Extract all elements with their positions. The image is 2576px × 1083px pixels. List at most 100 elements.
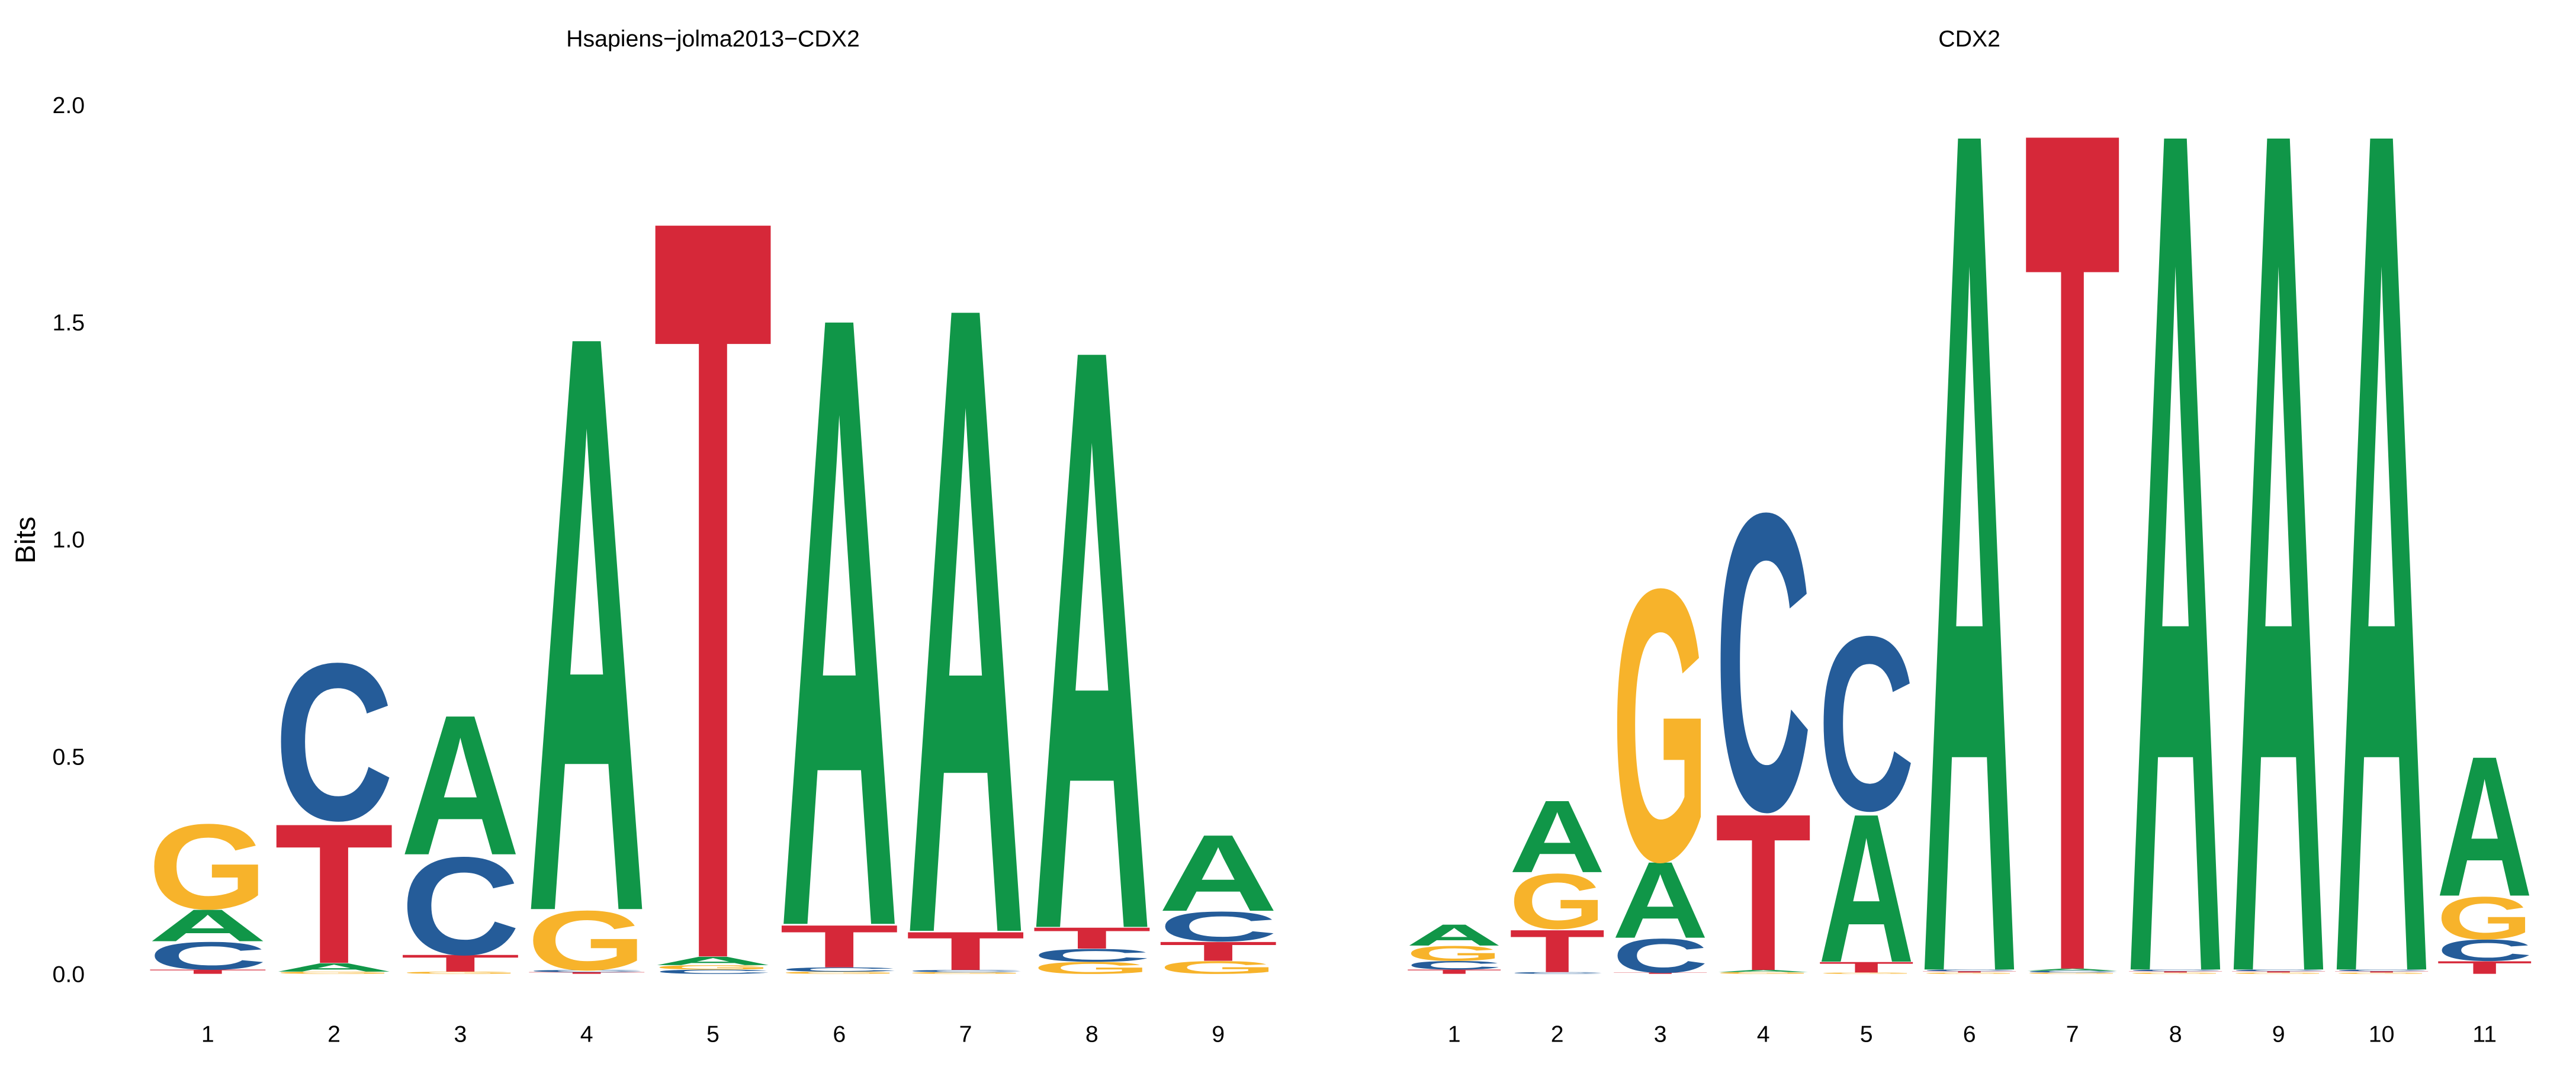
logo-letter: G bbox=[1509, 857, 1605, 946]
logo-letter: T bbox=[2436, 957, 2533, 978]
logo-letter: A bbox=[400, 673, 520, 897]
logo-letter: C bbox=[1158, 903, 1278, 950]
x-tick-label: 5 bbox=[1860, 1021, 1873, 1047]
logo-letter: T bbox=[1406, 968, 1502, 975]
logo-letter: C bbox=[1612, 928, 1708, 983]
logo-letter: C bbox=[653, 968, 773, 975]
logo-letter: G bbox=[1715, 972, 1811, 975]
logo-letter: A bbox=[906, 118, 1026, 1083]
logo-letter: A bbox=[2024, 968, 2121, 972]
x-tick-label: 3 bbox=[454, 1021, 467, 1047]
logo-letter: C bbox=[779, 966, 899, 973]
logo-letter: T bbox=[1612, 972, 1708, 974]
logo-letter: G bbox=[148, 799, 268, 935]
x-tick-label: 11 bbox=[2472, 1021, 2497, 1047]
logo-letter: A bbox=[1406, 918, 1502, 952]
x-tick-label: 8 bbox=[1085, 1021, 1099, 1047]
chart-title: Hsapiens−jolma2013−CDX2 bbox=[566, 26, 860, 52]
logo-letter: A bbox=[1032, 174, 1152, 1083]
logo-letter: G bbox=[1032, 959, 1152, 978]
x-tick-label: 6 bbox=[833, 1021, 846, 1047]
logo-letter: C bbox=[527, 969, 647, 973]
logo-letter: G bbox=[2230, 972, 2327, 974]
chart-title: CDX2 bbox=[1938, 26, 2000, 52]
logo-letter: G bbox=[653, 964, 773, 970]
logo-letter: G bbox=[527, 894, 647, 988]
x-tick-label: 9 bbox=[1212, 1021, 1225, 1047]
logo-letter: C bbox=[274, 616, 394, 867]
logo-letter: G bbox=[274, 971, 394, 975]
logo-letter: A bbox=[274, 960, 394, 974]
x-tick-label: 2 bbox=[327, 1021, 341, 1047]
logo-letter: T bbox=[779, 912, 899, 980]
x-tick-label: 4 bbox=[580, 1021, 593, 1047]
logo-letter: T bbox=[906, 921, 1026, 982]
logo-letter: T bbox=[1715, 767, 1811, 1018]
logo-letter: T bbox=[527, 972, 647, 975]
logo-letter: A bbox=[2127, 0, 2224, 1083]
logo-letter: C bbox=[2024, 970, 2121, 973]
logo-letter: G bbox=[1406, 941, 1502, 965]
y-tick-label: 1.0 bbox=[53, 527, 85, 553]
logo-letter: T bbox=[2024, 0, 2121, 1083]
logo-letter: A bbox=[527, 163, 647, 1083]
logo-letter: C bbox=[1818, 584, 1915, 862]
logo-letter: C bbox=[906, 969, 1026, 973]
logo-letter: G bbox=[2024, 972, 2121, 974]
logo-letter: T bbox=[400, 950, 520, 977]
x-tick-label: 7 bbox=[2066, 1021, 2079, 1047]
y-tick-label: 0.5 bbox=[53, 744, 85, 770]
logo-letter: T bbox=[274, 782, 394, 1005]
y-axis-label: Bits bbox=[10, 516, 41, 564]
logo-letter: T bbox=[653, 0, 773, 1083]
x-tick-label: 4 bbox=[1757, 1021, 1770, 1047]
logo-letter: G bbox=[2436, 884, 2533, 952]
logo-letter: A bbox=[2230, 0, 2327, 1083]
logo-letter: T bbox=[1818, 959, 1915, 976]
logo-letter: A bbox=[653, 954, 773, 968]
logo-letter: G bbox=[779, 971, 899, 975]
logo-letter: C bbox=[1032, 945, 1152, 965]
x-tick-label: 1 bbox=[201, 1021, 214, 1047]
x-tick-label: 6 bbox=[1963, 1021, 1976, 1047]
logo-letter: A bbox=[148, 900, 268, 951]
logo-letter: C bbox=[2127, 969, 2224, 972]
x-tick-label: 10 bbox=[2369, 1021, 2395, 1047]
logo-letter: T bbox=[2333, 971, 2430, 973]
logo-letter: T bbox=[1032, 921, 1152, 955]
x-tick-label: 9 bbox=[2272, 1021, 2285, 1047]
logo-letter: C bbox=[1509, 972, 1605, 975]
logo-letter: A bbox=[1158, 812, 1278, 934]
y-tick-label: 1.5 bbox=[53, 310, 85, 336]
logo-letter: A bbox=[1509, 779, 1605, 894]
logo-letter: A bbox=[1921, 0, 2018, 1083]
logo-letter: G bbox=[906, 972, 1026, 975]
logo-letter: G bbox=[2333, 972, 2430, 974]
logo-letter: T bbox=[2230, 971, 2327, 973]
logo-letter: C bbox=[2436, 933, 2533, 967]
logo-letter: A bbox=[2333, 0, 2430, 1083]
y-tick-label: 0.0 bbox=[53, 962, 85, 988]
logo-letter: T bbox=[1509, 917, 1605, 985]
logo-letter: C bbox=[148, 934, 268, 978]
y-tick-label: 2.0 bbox=[53, 92, 85, 118]
x-tick-label: 5 bbox=[706, 1021, 720, 1047]
logo-letter: G bbox=[400, 971, 520, 975]
logo-letter: G bbox=[1612, 507, 1708, 941]
logo-letter: C bbox=[2333, 969, 2430, 972]
logo-letter: G bbox=[2127, 972, 2224, 974]
logo-letter: T bbox=[1158, 936, 1278, 967]
x-tick-label: 1 bbox=[1448, 1021, 1461, 1047]
x-tick-label: 8 bbox=[2169, 1021, 2182, 1047]
x-tick-label: 2 bbox=[1551, 1021, 1564, 1047]
x-tick-label: 7 bbox=[959, 1021, 972, 1047]
logo-letter: G bbox=[1921, 972, 2018, 974]
logo-letter: C bbox=[2230, 969, 2327, 972]
logo-letter: A bbox=[2436, 715, 2533, 939]
logo-letter: A bbox=[1715, 969, 1811, 973]
logo-letter: T bbox=[2127, 971, 2224, 973]
logo-letter: T bbox=[148, 968, 268, 975]
logo-letter: A bbox=[1612, 839, 1708, 961]
